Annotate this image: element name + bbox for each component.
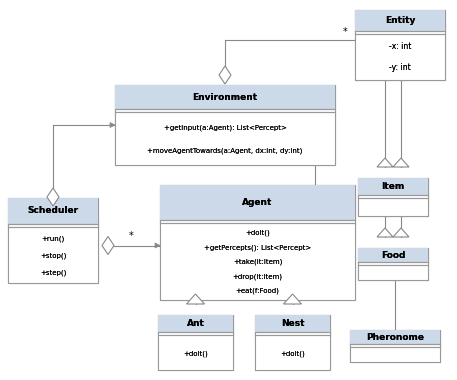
Text: Environment: Environment [192, 92, 258, 101]
Text: +take(it:Item): +take(it:Item) [233, 259, 282, 265]
Bar [358, 178, 428, 195]
Text: +stop(): +stop() [40, 252, 66, 259]
Text: Environment: Environment [192, 92, 258, 101]
Text: Nest: Nest [281, 319, 304, 328]
Bar [8, 198, 98, 223]
Bar [115, 85, 335, 165]
Bar [355, 10, 445, 80]
Bar [115, 85, 335, 109]
Bar [355, 10, 445, 31]
Text: +doIt(): +doIt() [183, 350, 208, 357]
Bar [115, 85, 335, 165]
Text: +drop(it:Item): +drop(it:Item) [233, 273, 282, 280]
Bar [115, 85, 335, 109]
Bar [358, 178, 428, 195]
Polygon shape [186, 294, 204, 304]
Text: +take(it:Item): +take(it:Item) [233, 259, 282, 265]
Text: +eat(f:Food): +eat(f:Food) [235, 288, 279, 294]
Polygon shape [283, 294, 302, 304]
Bar [8, 198, 98, 223]
Text: -x: int: -x: int [389, 42, 411, 51]
Bar [255, 315, 330, 370]
Polygon shape [393, 158, 409, 167]
Bar [358, 248, 428, 263]
Text: +moveAgentTowards(a:Agent, dx:int, dy:int): +moveAgentTowards(a:Agent, dx:int, dy:in… [147, 148, 303, 154]
Text: +getPercepts(): List<Percept>: +getPercepts(): List<Percept> [204, 244, 311, 250]
Text: +run(): +run() [42, 235, 64, 242]
Text: +doIt(): +doIt() [280, 350, 305, 357]
Bar [8, 198, 98, 283]
Bar [158, 315, 233, 331]
Bar [158, 315, 233, 370]
Bar [255, 315, 330, 331]
Bar [160, 185, 355, 220]
Text: Scheduler: Scheduler [27, 206, 79, 215]
Text: *: * [343, 27, 348, 37]
Bar [160, 185, 355, 300]
Text: *: * [129, 231, 134, 242]
Text: Entity: Entity [385, 16, 415, 25]
Polygon shape [155, 243, 160, 248]
Polygon shape [393, 228, 409, 237]
Bar [358, 248, 428, 263]
Bar [358, 248, 428, 280]
Text: Item: Item [382, 182, 404, 191]
Text: +eat(f:Food): +eat(f:Food) [235, 288, 279, 294]
Bar [158, 315, 233, 331]
Bar [350, 330, 440, 344]
Text: +drop(it:Item): +drop(it:Item) [233, 273, 282, 280]
Text: +doIt(): +doIt() [280, 350, 305, 357]
Polygon shape [47, 188, 59, 206]
Polygon shape [377, 228, 393, 237]
Bar [350, 330, 440, 344]
Bar [158, 315, 233, 370]
Text: +moveAgentTowards(a:Agent, dx:int, dy:int): +moveAgentTowards(a:Agent, dx:int, dy:in… [147, 148, 303, 154]
Bar [160, 185, 355, 300]
Bar [160, 185, 355, 220]
Text: +doIt(): +doIt() [245, 230, 270, 236]
Text: Ant: Ant [186, 319, 204, 328]
Text: +run(): +run() [42, 235, 64, 242]
Text: +step(): +step() [40, 269, 66, 276]
Text: +stop(): +stop() [40, 252, 66, 259]
Text: Entity: Entity [385, 16, 415, 25]
Text: Agent: Agent [242, 198, 273, 207]
Bar [358, 178, 428, 216]
Text: Agent: Agent [242, 198, 273, 207]
Text: Food: Food [381, 251, 405, 260]
Polygon shape [219, 66, 231, 84]
Text: Pheronome: Pheronome [366, 333, 424, 342]
Text: +step(): +step() [40, 269, 66, 276]
Bar [350, 330, 440, 362]
Polygon shape [377, 158, 393, 167]
Bar [358, 248, 428, 280]
Text: -y: int: -y: int [389, 63, 411, 72]
Bar [358, 178, 428, 216]
Text: Pheronome: Pheronome [366, 333, 424, 342]
Text: Food: Food [381, 251, 405, 260]
Text: +getInput(a:Agent): List<Percept>: +getInput(a:Agent): List<Percept> [164, 125, 287, 131]
Text: -y: int: -y: int [389, 63, 411, 72]
Bar [355, 10, 445, 31]
Text: Item: Item [382, 182, 404, 191]
Text: +getPercepts(): List<Percept>: +getPercepts(): List<Percept> [204, 244, 311, 250]
Text: +getInput(a:Agent): List<Percept>: +getInput(a:Agent): List<Percept> [164, 125, 287, 131]
Text: +doIt(): +doIt() [245, 230, 270, 236]
Text: +doIt(): +doIt() [183, 350, 208, 357]
Text: Nest: Nest [281, 319, 304, 328]
Bar [255, 315, 330, 370]
Text: Scheduler: Scheduler [27, 206, 79, 215]
Text: -x: int: -x: int [389, 42, 411, 51]
Bar [350, 330, 440, 362]
Text: Ant: Ant [186, 319, 204, 328]
Polygon shape [110, 122, 115, 128]
Bar [8, 198, 98, 283]
Polygon shape [102, 236, 114, 255]
Bar [255, 315, 330, 331]
Bar [355, 10, 445, 80]
